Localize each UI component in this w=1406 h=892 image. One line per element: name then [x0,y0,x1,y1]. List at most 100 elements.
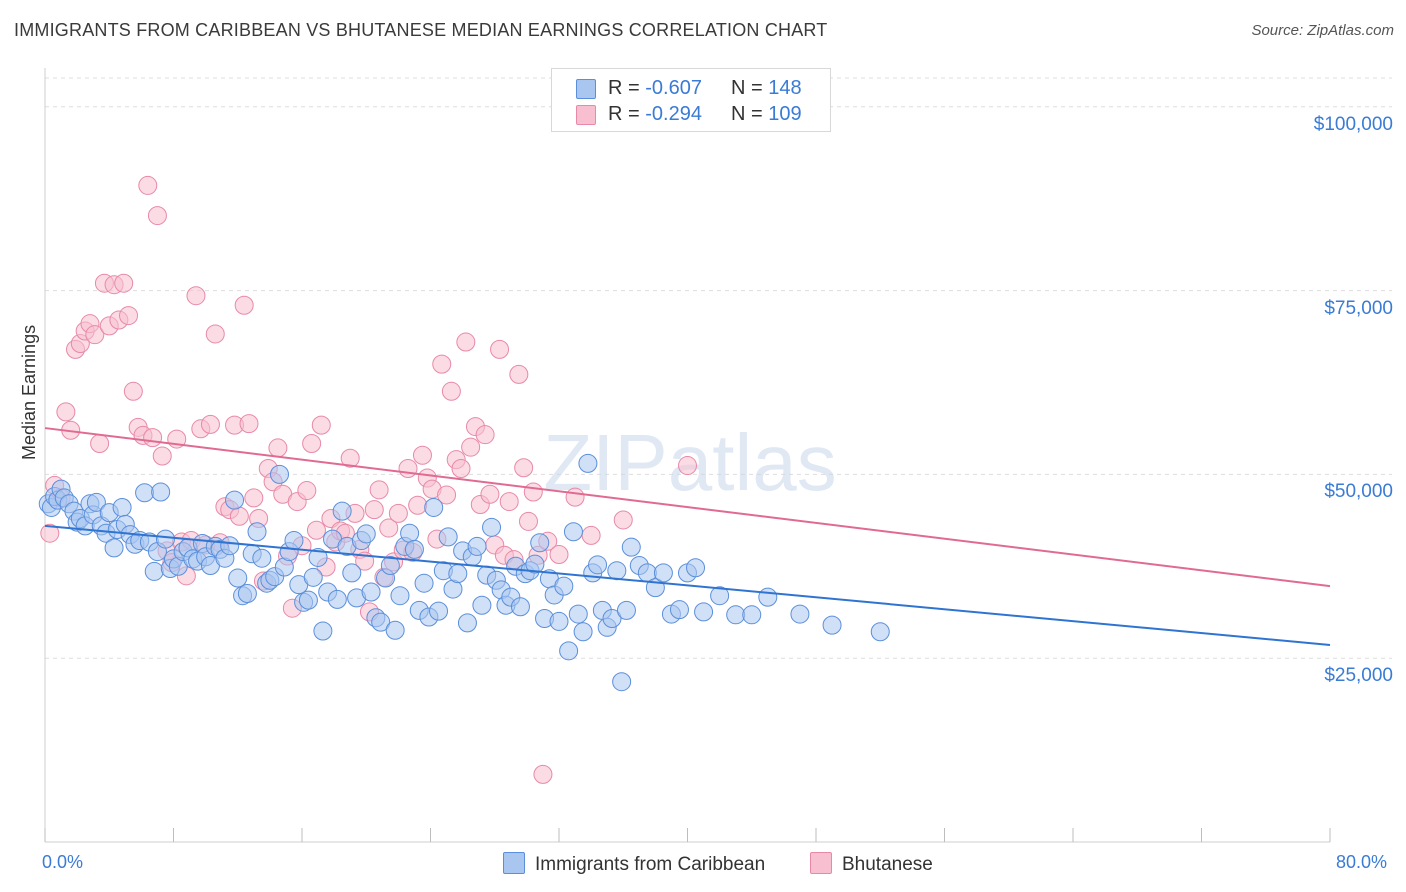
caribbean-point [228,568,248,588]
caribbean-point [86,492,106,512]
n-stat: N = 148 [731,77,802,100]
bhutanese-point [379,518,399,538]
bhutanese-point [147,206,167,226]
stats-row-bhutanese: R = -0.294 N = 109 [552,103,830,127]
caribbean-point [313,621,333,641]
caribbean-point [247,522,267,542]
caribbean-point [758,587,778,607]
caribbean-point [144,561,164,581]
bhutanese-point [613,510,633,530]
caribbean-point [361,582,381,602]
n-value: 109 [768,103,802,125]
caribbean-point [390,586,410,606]
bhutanese-point [40,523,60,543]
bhutanese-point [412,445,432,465]
caribbean-point [742,605,762,625]
caribbean-point [303,567,323,587]
caribbean-point [155,529,175,549]
bhutanese-point [509,364,529,384]
caribbean-point [870,622,890,642]
stats-legend: R = -0.607 N = 148 R = -0.294 N = 109 [551,68,831,132]
caribbean-point [602,608,622,628]
axes [44,68,1331,843]
bhutanese-point [514,458,534,478]
n-value: 148 [768,77,802,99]
caribbean-point [356,524,376,544]
caribbean-trend-line [44,524,1331,646]
bhutanese-point [186,286,206,306]
bhutanese-point [475,425,495,445]
caribbean-point [607,561,627,581]
bhutanese-point [205,324,225,344]
bhutanese-point [152,446,172,466]
caribbean-swatch [576,79,596,99]
bhutanese-point [523,482,543,502]
gridlines [45,77,1392,659]
bhutanese-point [268,438,288,458]
bhutanese-point [565,487,585,507]
caribbean-point [563,522,583,542]
caribbean-point [438,527,458,547]
bhutanese-point [297,481,317,501]
caribbean-point [726,605,746,625]
bhutanese-point [239,414,259,434]
caribbean-point [686,558,706,578]
r-label: R = [608,103,646,125]
bhutanese-point [143,428,163,448]
bhutanese-point [490,339,510,359]
caribbean-point [472,595,492,615]
x-tick-label-min: 0.0% [42,852,84,872]
trend-lines [44,427,1331,646]
source-label: Source: ZipAtlas.com [1251,22,1394,39]
bhutanese-point [437,485,457,505]
caribbean-point [616,600,636,620]
caribbean-point [549,611,569,631]
caribbean-point [225,490,245,510]
y-tick-label: $50,000 [1324,481,1393,503]
caribbean-point [270,464,290,484]
caribbean-point [112,497,132,517]
bhutanese-point [56,402,76,422]
bhutanese-point [306,520,326,540]
bhutanese-point [364,500,384,520]
caribbean-point [380,556,400,576]
bhutanese-point [678,456,697,476]
caribbean-point [510,597,530,617]
caribbean-point [669,600,689,620]
caribbean-point [342,563,362,583]
legend-item-bhutanese[interactable]: Bhutanese [810,852,933,876]
caribbean-point [710,586,730,606]
caribbean-point [429,601,449,621]
bhutanese-point [480,484,500,504]
caribbean-point [448,564,468,584]
caribbean-point [404,539,424,559]
bhutanese-point [369,480,389,500]
caribbean-point [554,576,574,596]
caribbean-point [790,604,810,624]
y-tick-label: $100,000 [1313,113,1393,135]
bhutanese-point [408,495,428,515]
bhutanese-point [234,295,254,315]
caribbean-point [332,501,352,521]
caribbean-point [525,554,545,574]
caribbean-point [424,497,444,517]
bhutanese-point [461,437,481,457]
legend-item-caribbean[interactable]: Immigrants from Caribbean [503,852,765,876]
x-tick-label-max: 80.0% [1336,852,1388,872]
bhutanese-point [123,381,143,401]
r-label: R = [608,77,646,99]
bhutanese-point [456,332,476,352]
bhutanese-point [451,458,471,478]
y-tick-label: $75,000 [1324,297,1393,319]
bhutanese-point [138,175,158,195]
bhutanese-point [581,525,601,545]
caribbean-point [284,531,304,551]
caribbean-point [467,536,487,556]
bhutanese-point [518,511,538,531]
bhutanese-trend-line [44,427,1331,588]
n-label: N = [731,77,769,99]
caribbean-point [151,482,171,502]
caribbean-point [568,604,588,624]
bhutanese-point [549,545,569,565]
